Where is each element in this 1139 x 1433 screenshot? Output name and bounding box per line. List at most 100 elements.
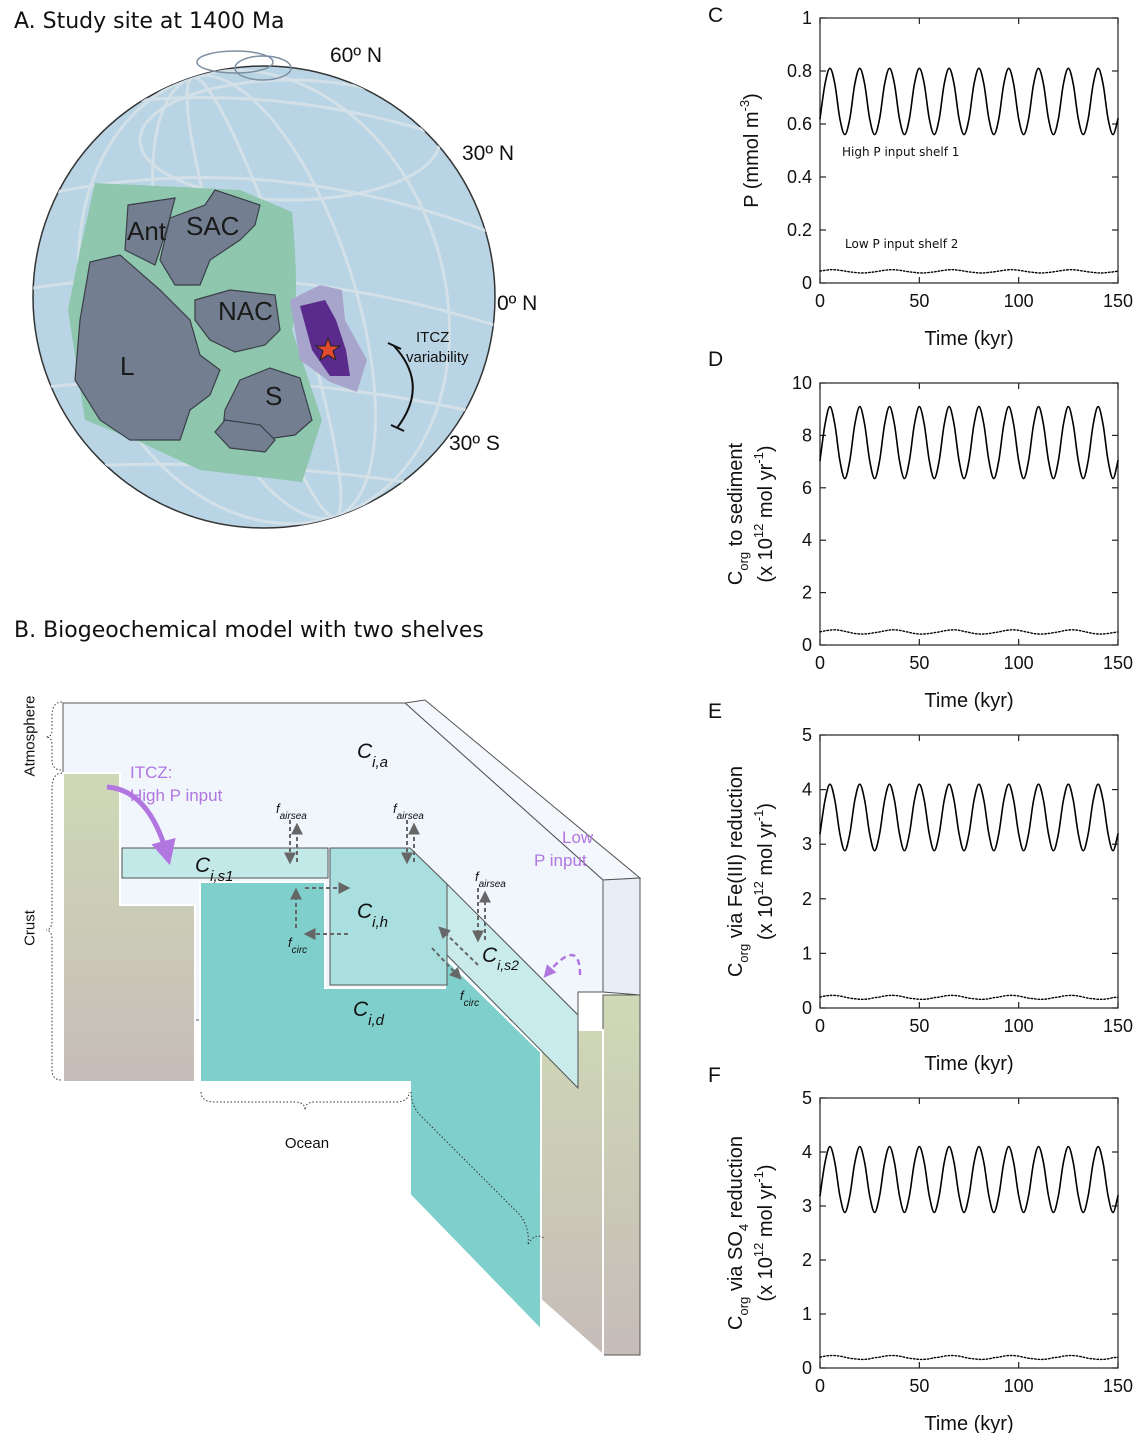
y-axis-label-part: (x 10 <box>755 1257 777 1301</box>
y-axis-label-part: 12 <box>751 1243 766 1257</box>
flux-label: fairsea <box>393 801 424 822</box>
reservoir-base: C <box>195 854 211 877</box>
y-tick-label: 0 <box>802 1358 812 1378</box>
reservoir-label: Ci,a <box>357 740 388 771</box>
flux-sub: airsea <box>397 811 425 822</box>
y-tick-label: 10 <box>792 373 812 393</box>
layer-label: Ocean <box>285 1135 329 1152</box>
input-label: Low <box>562 828 594 847</box>
reservoir-label: Ci,s2 <box>482 944 519 973</box>
y-axis-label-part: org <box>736 944 751 963</box>
reservoir-base: C <box>357 740 373 763</box>
flux-sub: airsea <box>479 879 507 890</box>
y-axis-label-part: (x 10 <box>755 896 777 940</box>
data-line <box>819 268 1119 274</box>
y-tick-label: 3 <box>802 834 812 854</box>
x-tick-label: 150 <box>1103 653 1133 673</box>
input-label: P input <box>534 851 587 870</box>
y-axis-label: Corg via Fe(III) reduction <box>725 766 751 977</box>
panel-title: A. Study site at 1400 Ma <box>14 9 284 34</box>
x-tick-label: 50 <box>909 1016 929 1036</box>
x-axis-label: Time (kyr) <box>924 1413 1013 1433</box>
annotation: High P input shelf 1 <box>842 145 959 159</box>
y-tick-label: 4 <box>802 780 812 800</box>
craton-label: L <box>120 351 134 381</box>
x-axis-label: Time (kyr) <box>924 1053 1013 1075</box>
flux-label: fairsea <box>276 801 307 822</box>
latitude-label: 60º N <box>330 44 382 67</box>
y-axis-label: (x 1012 mol yr-1) <box>751 803 777 940</box>
y-tick-label: 0 <box>802 635 812 655</box>
x-tick-label: 150 <box>1103 1016 1133 1036</box>
flux-base: f <box>460 988 465 1003</box>
itcz-label: variability <box>406 349 469 366</box>
x-tick-label: 0 <box>815 653 825 673</box>
y-axis-label-part: -3 <box>737 100 752 112</box>
y-axis-label: Corg to sediment <box>725 442 751 585</box>
input-label: High P input <box>130 786 223 805</box>
y-axis-label-part: 12 <box>751 524 766 538</box>
y-tick-label: 1 <box>802 943 812 963</box>
y-tick-label: 2 <box>802 1250 812 1270</box>
x-tick-label: 100 <box>1004 291 1034 311</box>
itcz-label: ITCZ <box>416 329 449 346</box>
panel-title: B. Biogeochemical model with two shelves <box>14 618 484 643</box>
y-tick-label: 3 <box>802 1196 812 1216</box>
y-axis-label-part: via Fe(III) reduction <box>725 766 747 944</box>
x-axis-label: Time (kyr) <box>924 328 1013 350</box>
y-axis-label-part: P (mmol m <box>741 111 763 207</box>
y-axis-label-part: via SO <box>725 1231 747 1297</box>
craton-label: NAC <box>218 296 273 326</box>
panel-letter: F <box>708 1064 721 1087</box>
flux-sub: airsea <box>280 811 308 822</box>
y-tick-label: 5 <box>802 1088 812 1108</box>
data-line <box>819 783 1119 852</box>
axes-box <box>819 1097 1119 1369</box>
layer-label: Atmosphere <box>22 696 39 777</box>
y-axis-label-part: (x 10 <box>755 538 777 582</box>
x-tick-label: 50 <box>909 653 929 673</box>
x-tick-label: 0 <box>815 1016 825 1036</box>
reservoir-label: Ci,h <box>357 900 388 931</box>
y-axis-label-part: mol yr <box>755 463 777 523</box>
y-tick-label: 4 <box>802 530 812 550</box>
x-tick-label: 50 <box>909 291 929 311</box>
flux-label: fcirc <box>288 935 307 956</box>
y-axis-label-part: 4 <box>736 1224 751 1231</box>
x-tick-label: 100 <box>1004 653 1034 673</box>
y-axis-label: (x 1012 mol yr-1) <box>751 1164 777 1301</box>
reservoir-base: C <box>353 998 369 1021</box>
y-axis-label: (x 1012 mol yr-1) <box>751 445 777 582</box>
y-tick-label: 2 <box>802 889 812 909</box>
flux-label: fairsea <box>475 869 506 890</box>
y-tick-label: 0.8 <box>787 61 812 81</box>
y-tick-label: 1 <box>802 8 812 28</box>
panel-letter: E <box>708 700 722 723</box>
data-line <box>819 1354 1119 1361</box>
y-axis-label-part: reduction <box>725 1136 747 1224</box>
reservoir-sub: i,a <box>372 754 388 771</box>
y-axis-label-part: mol yr <box>755 1182 777 1242</box>
reservoir-label: Ci,d <box>353 998 385 1029</box>
x-tick-label: 50 <box>909 1376 929 1396</box>
flux-base: f <box>475 869 480 884</box>
axes-box <box>819 734 1119 1009</box>
reservoir-base: C <box>482 944 498 967</box>
y-tick-label: 0.6 <box>787 114 812 134</box>
y-axis-label: P (mmol m-3) <box>737 93 763 208</box>
reservoir-sub: i,d <box>368 1012 385 1029</box>
y-tick-label: 1 <box>802 1304 812 1324</box>
annotation: Low P input shelf 2 <box>845 237 958 251</box>
flux-base: f <box>276 801 281 816</box>
y-axis-label-part: ) <box>755 803 777 810</box>
data-line <box>819 67 1119 136</box>
data-line <box>819 994 1119 1001</box>
reservoir-sub: i,s2 <box>497 957 519 973</box>
y-axis-label-part: C <box>725 963 747 977</box>
y-axis-label-part: org <box>736 1297 751 1316</box>
craton-label: Ant <box>127 216 167 246</box>
y-axis-label-part: 12 <box>751 881 766 895</box>
latitude-label: 0º N <box>497 292 537 315</box>
flux-sub: circ <box>292 945 308 956</box>
